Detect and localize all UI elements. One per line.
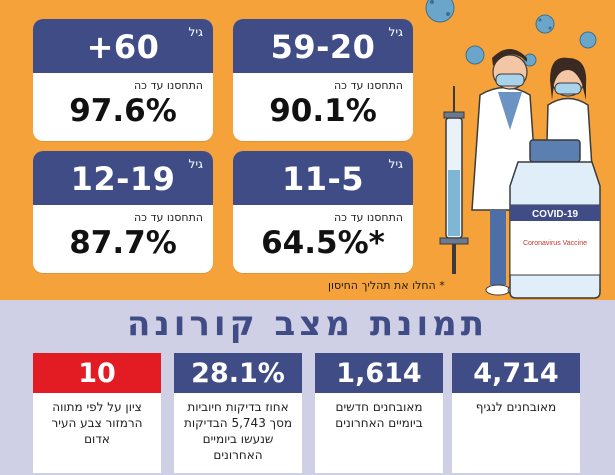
vaccinated-label: התחסנו עד כה — [333, 211, 403, 224]
vial-label: COVID-19 — [532, 209, 579, 220]
vaccination-section: גיל +60 התחסנו עד כה 97.6% גיל 59-20 התח… — [0, 0, 615, 300]
age-label: גיל — [388, 25, 403, 39]
age-label: גיל — [388, 157, 403, 171]
stat-description: מאובחנים חדשים ביומיים האחרונים — [335, 400, 423, 430]
age-card-20-59: גיל 59-20 התחסנו עד כה 90.1% — [233, 19, 413, 141]
stat-new-cases: 1,614 מאובחנים חדשים ביומיים האחרונים — [315, 353, 443, 473]
stat-total-diagnosed: 4,714 מאובחנים לנגיף — [452, 353, 580, 473]
age-label: גיל — [188, 157, 203, 171]
stat-value: 28.1% — [174, 353, 302, 393]
stat-description: מאובחנים לנגיף — [475, 400, 557, 414]
age-card-header: גיל 12-19 — [33, 151, 213, 205]
stat-traffic-light-score: 10 ציון על לפי מתווה הרמזור צבע העיר אדו… — [33, 353, 161, 473]
age-card-12-19: גיל 12-19 התחסנו עד כה 87.7% — [33, 151, 213, 273]
vaccinated-label: התחסנו עד כה — [333, 79, 403, 92]
vaccinated-percent: 90.1% — [269, 93, 377, 129]
age-range: +60 — [86, 28, 160, 66]
vaccinated-percent: 87.7% — [69, 225, 177, 261]
age-card-body: התחסנו עד כה 90.1% — [233, 73, 413, 141]
age-range: 12-19 — [70, 160, 176, 198]
vaccinated-percent: 97.6% — [69, 93, 177, 129]
age-range: 11-5 — [281, 160, 365, 198]
doctors-illustration: COVID-19 Coronavirus Vaccine — [425, 0, 601, 299]
vial-text: Coronavirus Vaccine — [523, 240, 587, 247]
vaccinated-label: התחסנו עד כה — [133, 211, 203, 224]
age-card-header: גיל +60 — [33, 19, 213, 73]
age-range: 59-20 — [270, 28, 376, 66]
age-card-60-plus: גיל +60 התחסנו עד כה 97.6% — [33, 19, 213, 141]
stat-value: 4,714 — [452, 353, 580, 393]
corona-status-title: תמונת מצב קורונה — [127, 304, 488, 344]
stat-value: 10 — [33, 353, 161, 393]
stat-description: אחוז בדיקות חיוביות מסך 5,743 הבדיקות שנ… — [183, 400, 293, 462]
age-card-body: התחסנו עד כה 97.6% — [33, 73, 213, 141]
age-card-header: גיל 59-20 — [233, 19, 413, 73]
age-card-body: התחסנו עד כה 87.7% — [33, 205, 213, 273]
stat-value: 1,614 — [315, 353, 443, 393]
vaccinated-percent: 64.5%* — [261, 225, 385, 261]
stat-positive-rate: 28.1% אחוז בדיקות חיוביות מסך 5,743 הבדי… — [174, 353, 302, 473]
syringe-icon — [439, 86, 469, 274]
age-card-5-11: גיל 11-5 התחסנו עד כה 64.5%* — [233, 151, 413, 273]
age-label: גיל — [188, 25, 203, 39]
vaccinated-label: התחסנו עד כה — [133, 79, 203, 92]
age-card-body: התחסנו עד כה 64.5%* — [233, 205, 413, 273]
footnote: * החלו את תהליך החיסון — [328, 279, 445, 292]
age-card-header: גיל 11-5 — [233, 151, 413, 205]
vaccine-vial-icon: COVID-19 Coronavirus Vaccine — [509, 139, 601, 299]
stat-description: ציון על לפי מתווה הרמזור צבע העיר אדום — [51, 400, 143, 446]
